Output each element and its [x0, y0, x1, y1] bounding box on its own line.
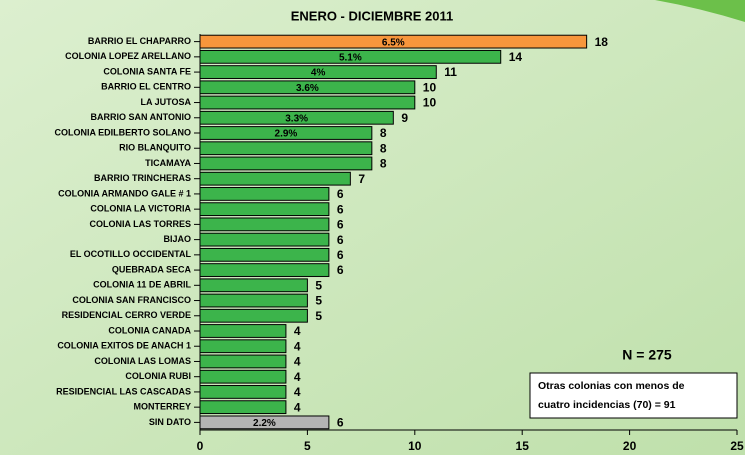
bar [199, 400, 287, 415]
value-label: 6 [337, 416, 344, 430]
corner-decoration [655, 0, 745, 22]
bar [199, 217, 330, 232]
value-label: 8 [380, 157, 387, 171]
value-label: 10 [423, 80, 437, 94]
bar [199, 354, 287, 369]
y-tick-label: RESIDENCIAL LAS CASCADAS [56, 386, 191, 396]
bar [199, 110, 394, 125]
bar [199, 324, 287, 338]
value-label: 4 [294, 355, 301, 369]
percent-label: 3.6% [296, 83, 319, 94]
note-line: cuatro incidencias (70) = 91 [538, 399, 676, 411]
percent-label: 2.9% [275, 129, 298, 140]
value-label: 5 [315, 278, 322, 292]
x-tick-label: 20 [623, 439, 637, 453]
y-tick-label: BARRIO EL CHAPARRO [88, 36, 191, 46]
value-label: 18 [595, 35, 609, 49]
percent-label: 2.2% [253, 418, 276, 429]
y-tick-label: COLONIA LAS LOMAS [94, 356, 191, 366]
bar [199, 171, 351, 186]
value-label: 4 [294, 400, 301, 414]
y-tick-label: LA JUTOSA [140, 97, 191, 107]
bar [199, 141, 373, 156]
y-tick-label: COLONIA RUBI [125, 371, 191, 381]
bar [199, 385, 287, 399]
percent-label: 6.5% [382, 37, 405, 48]
y-tick-label: COLONIA ARMANDO GALE # 1 [58, 188, 191, 198]
value-label: 14 [509, 50, 523, 64]
y-tick-label: COLONIA 11 DE ABRIL [93, 280, 191, 290]
y-tick-label: BARRIO SAN ANTONIO [90, 112, 191, 122]
value-label: 4 [294, 339, 301, 353]
x-tick-label: 15 [516, 439, 530, 453]
value-label: 4 [294, 324, 301, 338]
bar [199, 308, 308, 323]
bar [199, 293, 308, 308]
bar [199, 415, 330, 430]
bar [199, 95, 416, 110]
y-tick-label: COLONIA LAS TORRES [89, 219, 191, 229]
value-label: 8 [380, 126, 387, 140]
value-label: 7 [358, 172, 365, 186]
value-label: 5 [315, 294, 322, 308]
percent-label: 3.3% [285, 113, 308, 124]
bar [199, 156, 373, 171]
value-label: 6 [337, 202, 344, 216]
x-tick-label: 0 [197, 439, 204, 453]
bar [199, 232, 330, 247]
y-tick-label: MONTERREY [133, 402, 191, 412]
x-tick-label: 25 [730, 439, 744, 453]
value-label: 9 [401, 111, 408, 125]
bar [199, 126, 373, 140]
value-label: 10 [423, 96, 437, 110]
bar [199, 49, 502, 64]
y-tick-label: QUEBRADA SECA [112, 264, 192, 274]
note-box [529, 372, 738, 419]
bar [199, 34, 588, 49]
y-tick-label: BIJAO [163, 234, 191, 244]
value-label: 6 [337, 218, 344, 232]
y-tick-label: BARRIO TRINCHERAS [94, 173, 191, 183]
chart-title: ENERO - DICIEMBRE 2011 [291, 8, 454, 23]
y-tick-label: RESIDENCIAL CERRO VERDE [62, 310, 191, 320]
value-label: 8 [380, 141, 387, 155]
y-tick-label: COLONIA EXITOS DE ANACH 1 [57, 341, 191, 351]
x-tick-label: 5 [304, 439, 311, 453]
y-tick-label: BARRIO EL CENTRO [101, 82, 191, 92]
value-label: 5 [315, 309, 322, 323]
value-label: 6 [337, 233, 344, 247]
value-label: 11 [444, 65, 457, 79]
y-tick-label: COLONIA CANADA [108, 325, 191, 335]
y-tick-label: SIN DATO [149, 417, 191, 427]
note-line: Otras colonias con menos de [538, 380, 685, 392]
value-label: 4 [294, 370, 301, 384]
value-label: 6 [337, 263, 344, 277]
percent-label: 4% [311, 68, 326, 79]
y-tick-label: COLONIA EDILBERTO SOLANO [54, 127, 191, 137]
y-tick-label: RIO BLANQUITO [119, 143, 191, 153]
y-tick-label: TICAMAYA [145, 158, 191, 168]
y-tick-label: COLONIA SANTA FE [103, 66, 191, 76]
bar [199, 263, 330, 277]
bar [199, 202, 330, 217]
total-label: N = 275 [622, 347, 672, 363]
y-tick-label: COLONIA SAN FRANCISCO [72, 295, 191, 305]
bar [199, 187, 330, 201]
percent-label: 5.1% [339, 52, 362, 63]
bar [199, 65, 437, 79]
bar [199, 80, 416, 95]
y-tick-label: COLONIA LA VICTORIA [90, 204, 191, 214]
bar [199, 339, 287, 354]
bar [199, 369, 287, 384]
bar [199, 278, 308, 293]
value-label: 6 [337, 187, 344, 201]
y-tick-label: EL OCOTILLO OCCIDENTAL [70, 249, 192, 259]
value-label: 6 [337, 248, 344, 262]
bar [199, 247, 330, 262]
value-label: 4 [294, 385, 301, 399]
y-tick-label: COLONIA LOPEZ ARELLANO [65, 51, 191, 61]
x-tick-label: 10 [408, 439, 422, 453]
